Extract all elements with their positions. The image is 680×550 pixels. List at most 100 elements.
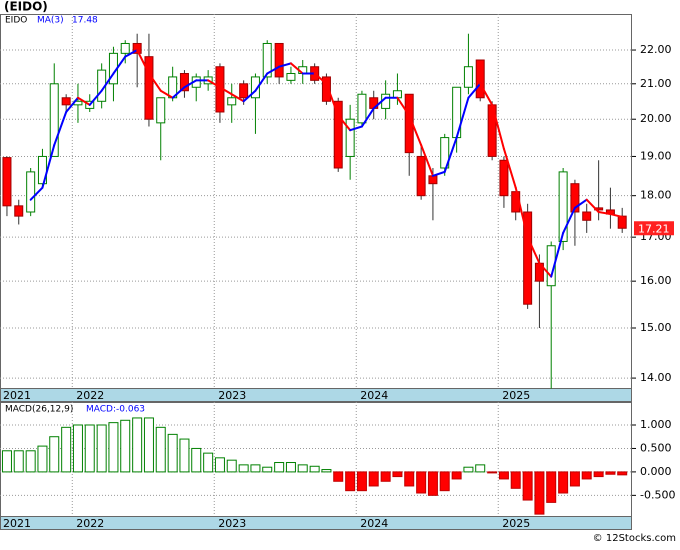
macd-bar [451,471,462,480]
ma-line [41,144,56,189]
candle-body [499,159,509,197]
ma-line [538,262,553,278]
macd-bar [345,471,356,492]
candle-body [132,42,142,54]
ma-line [29,186,44,201]
ma-line [207,79,221,89]
candle-body [570,183,580,213]
candle-body [156,97,166,124]
ma-line [278,62,292,68]
macd-bar [274,462,285,473]
candle-body [321,76,331,102]
macd-bar [368,471,379,487]
ma-line [455,96,470,139]
x-tick-label: 2023 [218,517,246,530]
date-band [0,516,632,530]
candle-body [227,97,237,106]
ma-line [479,82,494,106]
ma-line [337,114,352,132]
ma-line [573,198,588,209]
x-tick-label: 2024 [360,517,388,530]
macd-bar [617,471,628,476]
x-tick-label: 2022 [76,389,104,402]
y-tick-label: 14.00 [640,371,672,384]
macd-bar [487,471,498,474]
ma-line [396,96,411,117]
candle-body [475,59,485,99]
candle-body [345,118,355,157]
x-tick-label: 2023 [218,389,246,402]
y-tick-label: 0.500 [640,441,672,454]
macd-bar [309,465,320,473]
macd-bar [581,471,592,480]
y-tick-label: 18.00 [640,189,672,202]
candle-body [61,97,71,106]
candle-body [357,93,367,124]
x-tick-label: 2024 [360,389,388,402]
ma-line [88,89,103,106]
macd-bar [96,424,107,473]
macd-bar [191,447,202,473]
macd-bar [238,464,249,473]
x-tick-label: 2025 [502,517,530,530]
last-price-box [634,221,674,236]
macd-bar [285,462,296,473]
x-tick-label: 2022 [76,517,104,530]
ma-line [597,210,612,216]
macd-bar [49,436,60,473]
ma-line [53,110,68,147]
macd-bar [605,471,616,475]
ma-line [562,206,576,234]
ma-line [491,103,505,150]
macd-bar [120,419,131,473]
macd-bar [569,471,580,487]
candle-body [274,42,284,78]
candle-body [582,211,592,221]
y-tick-label: 22.00 [640,43,672,56]
ma-line [100,72,115,92]
y-tick-label: 16.00 [640,274,672,287]
ma-line [76,96,91,106]
y-tick-label: 21.00 [640,77,672,90]
ma-line [218,86,233,96]
macd-bar [132,417,143,473]
y-tick-label: 19.00 [640,149,672,162]
ma-line [112,55,127,75]
candle-body [416,155,426,197]
macd-bar [214,457,225,473]
ma-line [147,72,162,92]
macd-bar [167,433,178,473]
macd-bar [72,424,83,473]
macd-bar [510,471,521,489]
candle-body [523,211,533,305]
ma-line [171,86,186,99]
candle-body [120,42,130,54]
macd-bar [108,422,119,473]
macd-bar [321,469,332,473]
candle-body [463,66,473,88]
macd-bar [333,471,344,482]
macd-bar [498,471,509,480]
ma-line [514,186,529,239]
ma-line [609,213,624,218]
ma-line [420,144,434,177]
legend-ma: MA(3) [37,16,64,26]
macd-bar [226,459,237,473]
candle-body [440,137,450,169]
ma-line [266,65,281,75]
macd-bar [1,450,12,473]
ma-line [372,96,387,110]
candle-body [333,100,343,169]
ma-line [502,147,517,189]
footer: © 12Stocks.com [593,533,676,544]
candle-body [286,73,296,81]
ma-line [526,236,541,265]
macd-bar [84,424,95,473]
macd-bar [522,471,533,501]
macd-bar [558,471,569,494]
candle-body [144,56,154,120]
macd-bar [427,471,438,496]
ma-line [242,89,257,103]
ma-line [289,62,304,75]
